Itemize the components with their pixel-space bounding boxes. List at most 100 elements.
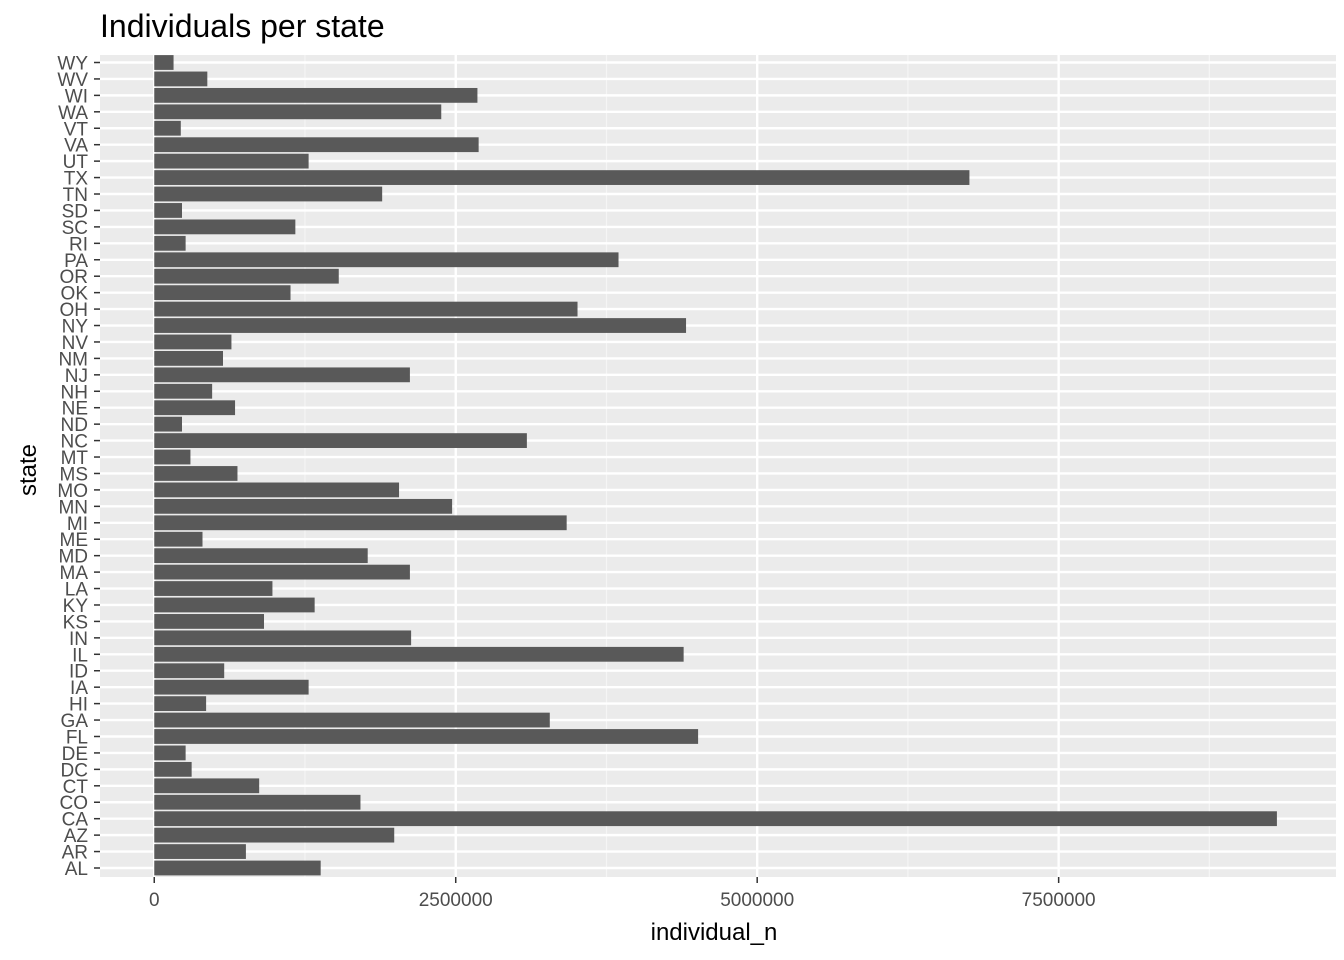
bar-va	[154, 137, 479, 153]
bar-ut	[154, 153, 309, 169]
bar-ca	[154, 811, 1277, 827]
y-tick-label: NJ	[65, 366, 88, 387]
bar-nm	[154, 351, 223, 366]
x-tick-label: 0	[149, 890, 160, 911]
y-tick-label: KY	[63, 596, 89, 617]
y-tick-label: SC	[62, 218, 88, 239]
bar-nh	[154, 383, 213, 399]
y-tick-label: AZ	[64, 826, 89, 847]
y-tick-label: MS	[60, 464, 89, 485]
bars-layer	[154, 55, 1277, 876]
x-tick-label: 7500000	[1022, 890, 1096, 911]
y-tick-label: ND	[61, 415, 88, 436]
y-tick-label: OH	[60, 300, 89, 321]
y-tick-label: UT	[63, 152, 89, 173]
bar-mn	[154, 498, 453, 514]
y-tick-label: NC	[61, 432, 88, 453]
y-tick-label: WV	[57, 70, 88, 91]
y-tick-label: IL	[72, 645, 88, 666]
y-tick-label: DC	[61, 760, 88, 781]
y-tick-label: AR	[62, 843, 88, 864]
y-tick-label: VT	[64, 119, 89, 140]
bar-ms	[154, 466, 238, 481]
bar-ga	[154, 712, 550, 728]
bar-mt	[154, 449, 191, 465]
y-axis: ALARAZCACOCTDCDEFLGAHIIAIDILINKSKYLAMAMD…	[57, 54, 100, 880]
bar-mi	[154, 515, 567, 531]
bar-nc	[154, 433, 527, 448]
bar-ar	[154, 844, 246, 859]
bar-ny	[154, 318, 687, 333]
bar-tn	[154, 186, 383, 202]
y-tick-label: FL	[66, 727, 88, 748]
bar-hi	[154, 696, 207, 712]
bar-ct	[154, 778, 260, 794]
bar-pa	[154, 252, 619, 268]
y-tick-label: ME	[60, 530, 89, 551]
bar-nj	[154, 367, 410, 383]
y-tick-label: PA	[64, 251, 88, 272]
x-axis-title: individual_n	[651, 919, 778, 946]
bar-sc	[154, 219, 296, 235]
y-tick-label: AL	[65, 859, 88, 880]
bar-ne	[154, 400, 236, 416]
y-tick-label: NE	[62, 399, 88, 420]
y-tick-label: WI	[65, 86, 88, 107]
bar-ok	[154, 285, 291, 301]
bar-oh	[154, 301, 578, 317]
bar-sd	[154, 203, 182, 218]
bar-dc	[154, 761, 192, 777]
y-tick-label: NY	[62, 317, 89, 338]
x-tick-label: 5000000	[720, 890, 794, 911]
y-tick-label: TN	[63, 185, 88, 206]
y-axis-title: state	[15, 444, 42, 496]
bar-nv	[154, 334, 232, 350]
bar-me	[154, 531, 203, 547]
bar-id	[154, 663, 225, 679]
bar-ia	[154, 679, 309, 695]
y-tick-label: MA	[60, 563, 89, 584]
y-tick-label: LA	[65, 580, 89, 601]
x-tick-label: 2500000	[419, 890, 493, 911]
y-tick-label: KS	[63, 612, 88, 633]
y-tick-label: RI	[69, 234, 88, 255]
y-tick-label: NV	[62, 333, 89, 354]
bar-mo	[154, 482, 400, 498]
y-tick-label: MO	[57, 481, 88, 502]
y-tick-label: HI	[69, 695, 88, 716]
bar-or	[154, 268, 339, 284]
y-tick-label: ID	[69, 662, 88, 683]
bar-vt	[154, 120, 181, 136]
bar-wi	[154, 87, 478, 103]
bar-md	[154, 548, 368, 564]
y-tick-label: CA	[62, 810, 89, 831]
y-tick-label: NM	[58, 349, 88, 370]
y-tick-label: WA	[58, 103, 88, 124]
bar-in	[154, 630, 412, 646]
y-tick-label: WY	[57, 54, 88, 75]
bar-ma	[154, 564, 410, 580]
bar-ky	[154, 597, 315, 613]
y-tick-label: SD	[62, 201, 88, 222]
y-tick-label: TX	[64, 169, 89, 190]
bar-nd	[154, 416, 182, 432]
chart-title: Individuals per state	[100, 8, 385, 44]
y-tick-label: NH	[61, 382, 88, 403]
bar-az	[154, 827, 395, 843]
y-tick-label: CT	[63, 777, 89, 798]
bar-il	[154, 646, 684, 662]
y-tick-label: MN	[58, 497, 88, 518]
y-tick-label: CO	[60, 793, 89, 814]
x-axis: 0 2500000 5000000 7500000	[149, 877, 1096, 911]
bar-wa	[154, 104, 442, 120]
y-tick-label: IN	[69, 629, 88, 650]
bar-al	[154, 860, 321, 876]
y-tick-label: DE	[62, 744, 88, 765]
bar-ri	[154, 235, 186, 251]
bar-wy	[154, 55, 174, 70]
bar-wv	[154, 71, 208, 87]
bar-tx	[154, 170, 970, 185]
y-tick-label: MT	[61, 448, 89, 469]
y-tick-label: MI	[67, 514, 88, 535]
